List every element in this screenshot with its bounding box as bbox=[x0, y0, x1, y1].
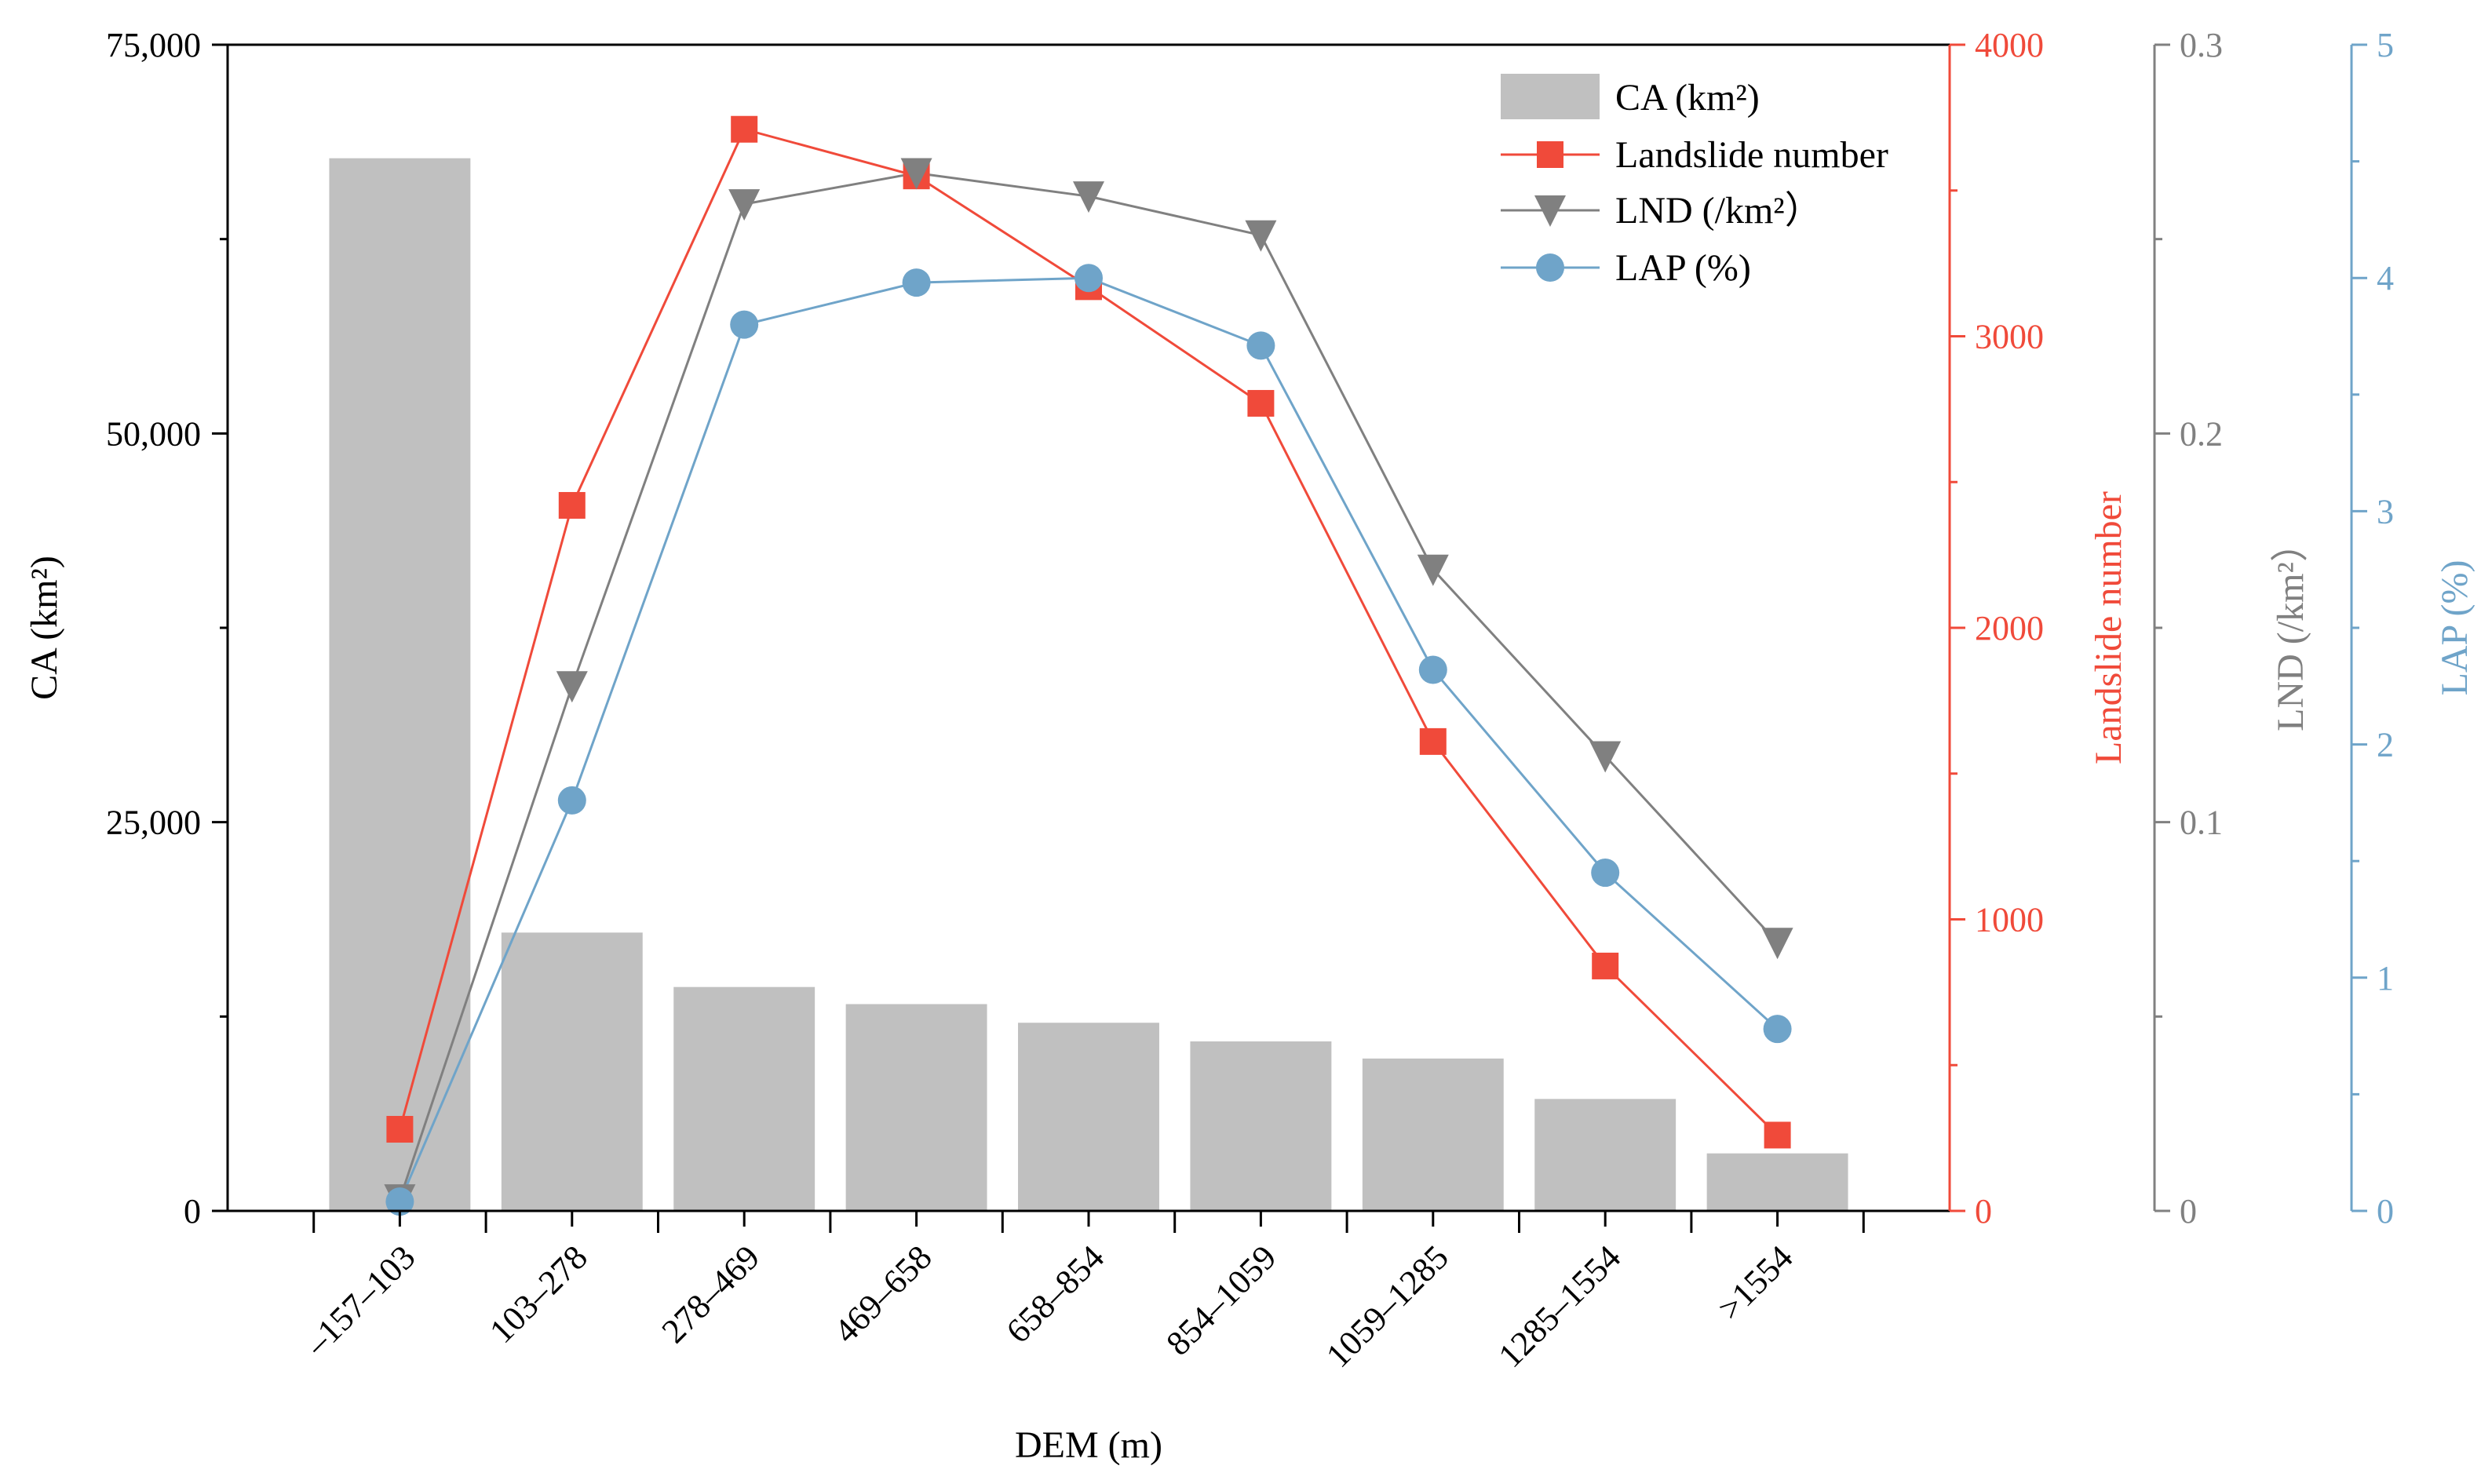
lap-tick-label-1: 1 bbox=[2377, 959, 2394, 997]
point-landslide-number-3 bbox=[731, 115, 758, 143]
legend-ca-km-swatch bbox=[1501, 74, 1600, 119]
bar-ca-7 bbox=[1362, 1058, 1504, 1211]
legend-landslide-number-label: Landslide number bbox=[1615, 134, 1888, 176]
lnd-tick-label-2: 0.2 bbox=[2180, 414, 2223, 453]
point-lap-8 bbox=[1591, 859, 1620, 888]
point-lap-3 bbox=[730, 310, 759, 339]
lap-tick-label-0: 0 bbox=[2377, 1192, 2394, 1231]
point-lnd-km-9 bbox=[1761, 928, 1793, 960]
x-axis-title: DEM (m) bbox=[1015, 1424, 1162, 1466]
point-lap-4 bbox=[902, 268, 931, 297]
legend-lap-label: LAP (%) bbox=[1615, 247, 1751, 289]
point-landslide-number-7 bbox=[1419, 727, 1447, 755]
bar-ca-2 bbox=[501, 932, 643, 1211]
y1-tick-label-3: 75,000 bbox=[106, 26, 201, 64]
x-tick-label-2: 103–278 bbox=[482, 1238, 595, 1351]
point-landslide-number-1 bbox=[386, 1115, 414, 1143]
point-lap-7 bbox=[1418, 655, 1447, 684]
y1-tick-label-2: 50,000 bbox=[106, 414, 201, 453]
lnd-tick-label-3: 0.3 bbox=[2180, 26, 2223, 64]
x-tick-label-3: 278–469 bbox=[655, 1238, 768, 1351]
marker-series bbox=[384, 115, 1793, 1216]
y1-tick-label-1: 25,000 bbox=[106, 804, 201, 842]
x-tick-label-4: 469–658 bbox=[826, 1238, 940, 1351]
point-lap-5 bbox=[1075, 264, 1103, 293]
lap-axis-title: LAP (%) bbox=[2434, 560, 2476, 696]
legend-landslide-number-marker bbox=[1537, 141, 1563, 168]
y1-tick-label-0: 0 bbox=[184, 1192, 201, 1231]
x-tick-label-7: 1059–1285 bbox=[1319, 1238, 1456, 1375]
legend-lnd-km-label: LND (/km²） bbox=[1615, 190, 1822, 232]
bar-ca-8 bbox=[1534, 1099, 1677, 1211]
bar-ca-4 bbox=[845, 1004, 987, 1211]
landslide-number-tick-label-0: 0 bbox=[1975, 1192, 1992, 1231]
point-landslide-number-6 bbox=[1247, 389, 1275, 417]
lnd-axis-title: LND (/km²） bbox=[2270, 524, 2311, 731]
bar-ca-3 bbox=[673, 986, 815, 1211]
point-lap-2 bbox=[557, 786, 586, 815]
lap-tick-label-3: 3 bbox=[2377, 492, 2394, 531]
landslide-number-tick-label-3: 3000 bbox=[1975, 318, 2044, 356]
point-lnd-km-2 bbox=[556, 671, 588, 703]
point-lnd-km-6 bbox=[1245, 220, 1277, 252]
x-tick-label-1: –157–103 bbox=[297, 1238, 423, 1363]
x-tick-label-8: 1285–1554 bbox=[1491, 1238, 1629, 1375]
bar-ca-9 bbox=[1706, 1153, 1848, 1211]
legend-lap-marker bbox=[1536, 253, 1564, 282]
legend-ca-km-label: CA (km²) bbox=[1615, 77, 1760, 119]
point-landslide-number-2 bbox=[558, 491, 586, 519]
point-lnd-km-7 bbox=[1417, 554, 1449, 586]
x-tick-label-9: >1554 bbox=[1710, 1238, 1800, 1327]
point-lnd-km-4 bbox=[900, 158, 932, 190]
point-lap-1 bbox=[385, 1187, 414, 1216]
landslide-number-tick-label-4: 4000 bbox=[1975, 26, 2044, 64]
point-lnd-km-3 bbox=[728, 189, 761, 221]
point-lnd-km-5 bbox=[1073, 181, 1104, 213]
landslide-number-axis-title: Landslide number bbox=[2088, 491, 2129, 764]
lap-tick-label-4: 4 bbox=[2377, 259, 2394, 297]
y1-axis-title: CA (km²) bbox=[24, 556, 65, 700]
point-lap-9 bbox=[1763, 1015, 1792, 1044]
point-landslide-number-9 bbox=[1764, 1121, 1791, 1149]
lap-tick-label-5: 5 bbox=[2377, 26, 2394, 64]
x-tick-label-6: 854–1059 bbox=[1158, 1238, 1283, 1362]
legend: CA (km²) Landslide number LND (/km²） LAP (%… bbox=[1501, 74, 1888, 289]
bar-ca-1 bbox=[329, 158, 471, 1211]
lnd-tick-label-1: 0.1 bbox=[2180, 804, 2223, 842]
landslide-number-tick-label-2: 2000 bbox=[1975, 609, 2044, 647]
bar-ca-5 bbox=[1018, 1023, 1159, 1211]
bar-series bbox=[329, 158, 1848, 1211]
bar-ca-6 bbox=[1190, 1041, 1332, 1211]
point-lnd-km-8 bbox=[1589, 741, 1622, 773]
point-landslide-number-8 bbox=[1592, 952, 1619, 979]
lnd-tick-label-0: 0 bbox=[2180, 1192, 2197, 1231]
point-lap-6 bbox=[1246, 331, 1275, 360]
landslide-number-tick-label-1: 1000 bbox=[1975, 901, 2044, 939]
x-tick-label-5: 658–854 bbox=[999, 1238, 1112, 1351]
lap-tick-label-2: 2 bbox=[2377, 726, 2394, 764]
legend-lnd-km-marker bbox=[1534, 195, 1566, 227]
